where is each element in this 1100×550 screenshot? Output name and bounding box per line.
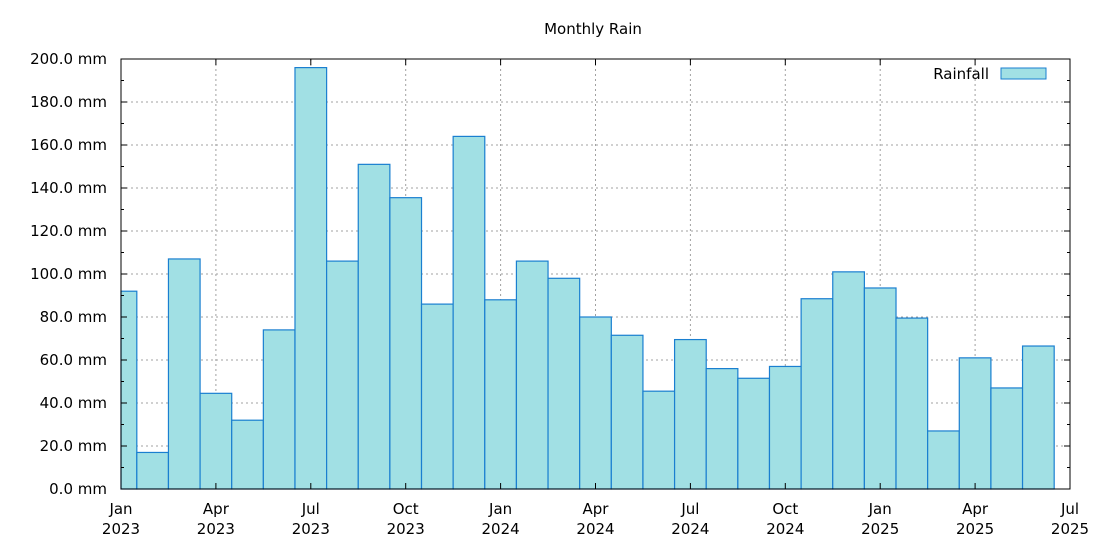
bar-2025-06 bbox=[1021, 345, 1055, 490]
legend: Rainfall bbox=[933, 65, 1047, 83]
bar-2024-07 bbox=[673, 338, 707, 490]
y-tick-label: 80.0 mm bbox=[40, 308, 107, 326]
bar-2023-02 bbox=[136, 451, 170, 490]
bar-2023-04 bbox=[199, 392, 233, 490]
x-tick-label-year: 2023 bbox=[387, 520, 425, 538]
x-tick-label-month: Apr bbox=[962, 500, 989, 518]
bar-2024-05 bbox=[610, 334, 644, 490]
x-tick-label-year: 2025 bbox=[861, 520, 899, 538]
bar-2024-09 bbox=[737, 377, 771, 490]
bar-2025-01 bbox=[863, 287, 897, 490]
y-tick-label: 60.0 mm bbox=[40, 351, 107, 369]
bar-2023-06 bbox=[262, 329, 296, 490]
bar-2025-04 bbox=[958, 357, 992, 490]
bar-2023-09 bbox=[357, 163, 391, 490]
x-tick-label-month: Apr bbox=[203, 500, 230, 518]
bar-2024-01 bbox=[484, 299, 518, 490]
x-tick-label-month: Jan bbox=[108, 500, 132, 518]
bar-2024-08 bbox=[705, 368, 739, 490]
x-tick-label-month: Jul bbox=[680, 500, 699, 518]
y-tick-label: 0.0 mm bbox=[49, 480, 107, 498]
legend-swatch-rainfall bbox=[1000, 67, 1047, 80]
y-axis: 0.0 mm 20.0 mm 40.0 mm 60.0 mm 80.0 mm 100.0 … bbox=[30, 50, 1070, 498]
bar-2024-11 bbox=[800, 298, 834, 490]
bar-2023-10 bbox=[389, 197, 423, 490]
x-tick-label-year: 2025 bbox=[956, 520, 994, 538]
bar-2023-11 bbox=[420, 303, 454, 490]
bar-2025-03 bbox=[927, 430, 960, 490]
x-tick-label-month: Oct bbox=[393, 500, 419, 518]
x-tick-label-year: 2024 bbox=[671, 520, 709, 538]
y-tick-label: 160.0 mm bbox=[30, 136, 107, 154]
bar-2023-01 bbox=[120, 290, 138, 490]
bar-2024-03 bbox=[547, 277, 581, 490]
bar-2024-12 bbox=[832, 271, 865, 490]
x-tick-label-month: Apr bbox=[583, 500, 610, 518]
bar-2023-03 bbox=[167, 258, 201, 490]
bar-2024-02 bbox=[515, 260, 549, 490]
x-tick-label-year: 2023 bbox=[292, 520, 330, 538]
bar-2024-06 bbox=[642, 390, 676, 490]
x-tick-label-month: Jul bbox=[301, 500, 320, 518]
y-tick-label: 180.0 mm bbox=[30, 93, 107, 111]
x-tick-label-year: 2024 bbox=[766, 520, 804, 538]
y-tick-label: 100.0 mm bbox=[30, 265, 107, 283]
bar-2023-12 bbox=[452, 135, 486, 490]
bar-2025-05 bbox=[990, 387, 1024, 490]
x-tick-label-month: Jan bbox=[488, 500, 512, 518]
y-tick-label: 200.0 mm bbox=[30, 50, 107, 68]
chart-title: Monthly Rain bbox=[544, 20, 642, 38]
bar-2025-02 bbox=[895, 317, 929, 490]
bar-2023-05 bbox=[231, 419, 264, 490]
y-tick-label: 20.0 mm bbox=[40, 437, 107, 455]
x-tick-label-month: Oct bbox=[772, 500, 798, 518]
bars bbox=[120, 66, 1055, 490]
bar-2023-08 bbox=[326, 260, 359, 490]
bar-2024-04 bbox=[579, 316, 612, 490]
x-axis: Jan 2023 Apr 2023 Jul 2023 Oct 2023 Jan 2024 Apr 20… bbox=[102, 59, 1089, 538]
y-tick-label: 40.0 mm bbox=[40, 394, 107, 412]
x-tick-label-year: 2025 bbox=[1051, 520, 1089, 538]
y-tick-label: 120.0 mm bbox=[30, 222, 107, 240]
x-tick-label-year: 2023 bbox=[102, 520, 140, 538]
legend-label-rainfall: Rainfall bbox=[933, 65, 989, 83]
x-tick-label-month: Jan bbox=[868, 500, 892, 518]
y-tick-label: 140.0 mm bbox=[30, 179, 107, 197]
bar-2023-07 bbox=[294, 66, 328, 490]
x-tick-label-year: 2023 bbox=[197, 520, 235, 538]
x-tick-label-year: 2024 bbox=[482, 520, 520, 538]
x-tick-label-year: 2024 bbox=[576, 520, 614, 538]
x-tick-label-month: Jul bbox=[1060, 500, 1079, 518]
bar-2024-10 bbox=[768, 365, 802, 490]
